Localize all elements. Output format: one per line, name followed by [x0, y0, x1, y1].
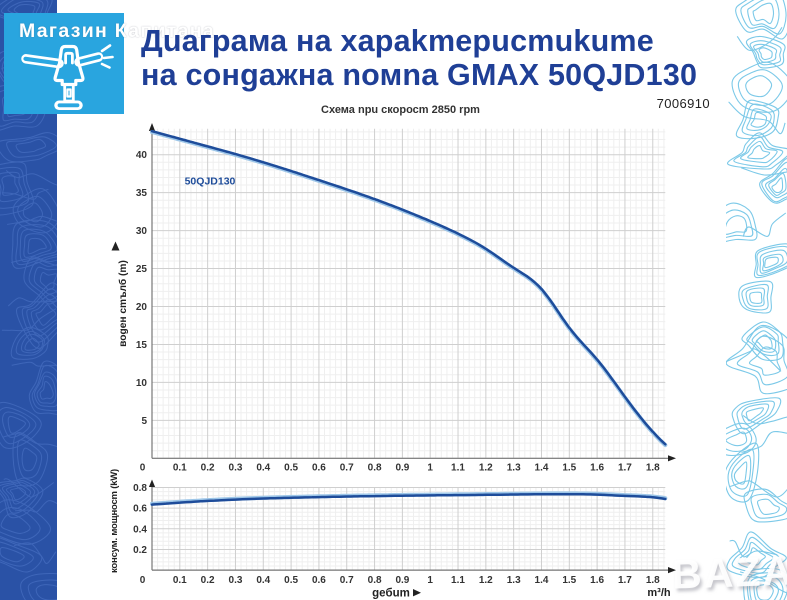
svg-text:0.6: 0.6 — [133, 504, 147, 515]
svg-text:1.1: 1.1 — [451, 463, 465, 474]
svg-text:0: 0 — [140, 575, 146, 586]
svg-text:1.4: 1.4 — [535, 575, 549, 586]
svg-text:1.3: 1.3 — [507, 463, 521, 474]
svg-text:консум. мощносm (kW): консум. мощносm (kW) — [109, 469, 120, 573]
svg-text:15: 15 — [136, 340, 148, 351]
svg-text:40: 40 — [136, 150, 148, 161]
svg-text:0.4: 0.4 — [256, 575, 270, 586]
svg-text:0.8: 0.8 — [368, 463, 382, 474]
svg-text:1: 1 — [427, 575, 433, 586]
svg-text:0.4: 0.4 — [133, 524, 147, 535]
svg-text:1: 1 — [427, 463, 433, 474]
svg-text:0.2: 0.2 — [201, 463, 215, 474]
svg-text:1.2: 1.2 — [479, 575, 493, 586]
svg-text:воgен сmълб (m): воgен сmълб (m) — [117, 260, 129, 347]
svg-text:10: 10 — [136, 378, 148, 389]
svg-text:35: 35 — [136, 188, 148, 199]
svg-text:0.2: 0.2 — [133, 545, 147, 556]
svg-text:geбum: geбum — [372, 588, 410, 600]
svg-text:50QJD130: 50QJD130 — [185, 176, 236, 188]
svg-text:Схема nрu скоросm 2850 rpm: Схема nрu скоросm 2850 rpm — [321, 104, 480, 116]
svg-text:m³/h: m³/h — [647, 587, 671, 599]
svg-text:1.5: 1.5 — [562, 463, 576, 474]
svg-text:30: 30 — [136, 226, 148, 237]
svg-text:0.7: 0.7 — [340, 575, 354, 586]
svg-text:0.6: 0.6 — [312, 463, 326, 474]
svg-text:1.7: 1.7 — [618, 575, 632, 586]
svg-text:0.7: 0.7 — [340, 463, 354, 474]
svg-text:0.3: 0.3 — [229, 463, 243, 474]
svg-text:1.3: 1.3 — [507, 575, 521, 586]
svg-text:1.2: 1.2 — [479, 463, 493, 474]
svg-text:0.5: 0.5 — [284, 463, 298, 474]
svg-text:1.8: 1.8 — [646, 463, 660, 474]
svg-text:0.3: 0.3 — [229, 575, 243, 586]
svg-text:0.8: 0.8 — [133, 483, 147, 494]
svg-text:0.8: 0.8 — [368, 575, 382, 586]
svg-text:0.2: 0.2 — [201, 575, 215, 586]
svg-text:0: 0 — [140, 463, 146, 474]
svg-text:1.1: 1.1 — [451, 575, 465, 586]
svg-text:0.5: 0.5 — [284, 575, 298, 586]
svg-text:5: 5 — [141, 416, 147, 427]
svg-text:1.8: 1.8 — [646, 575, 660, 586]
svg-text:0.1: 0.1 — [173, 575, 187, 586]
svg-text:0.4: 0.4 — [256, 463, 270, 474]
svg-text:20: 20 — [136, 302, 148, 313]
svg-text:1.6: 1.6 — [590, 463, 604, 474]
svg-text:0.1: 0.1 — [173, 463, 187, 474]
svg-text:0.9: 0.9 — [395, 575, 409, 586]
svg-text:1.5: 1.5 — [562, 575, 576, 586]
svg-text:7006910: 7006910 — [657, 96, 710, 111]
svg-text:1.6: 1.6 — [590, 575, 604, 586]
svg-text:1.4: 1.4 — [535, 463, 549, 474]
svg-text:0.9: 0.9 — [395, 463, 409, 474]
svg-text:1.7: 1.7 — [618, 463, 632, 474]
svg-text:0.6: 0.6 — [312, 575, 326, 586]
svg-text:25: 25 — [136, 264, 148, 275]
